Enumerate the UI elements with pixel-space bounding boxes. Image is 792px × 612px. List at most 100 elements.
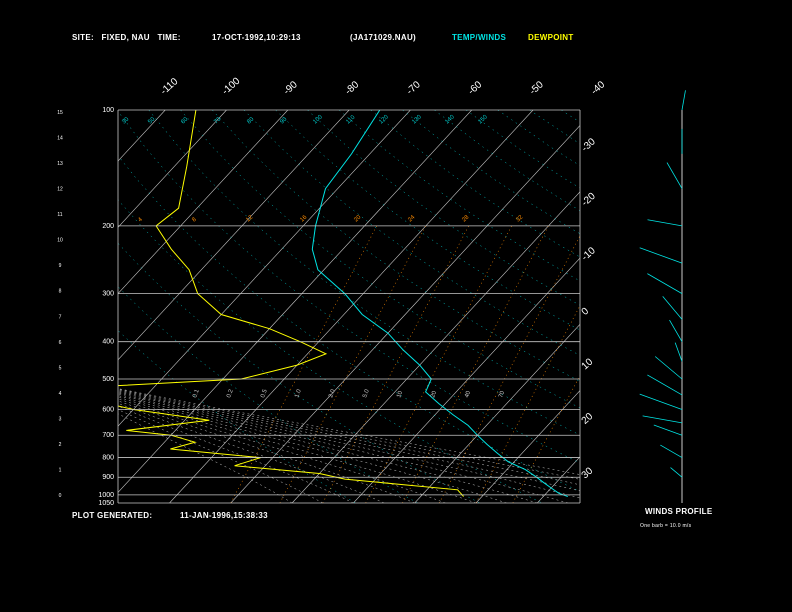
moist-ratio-label: 1.0 — [294, 388, 303, 399]
height-tick-label: 6 — [59, 340, 62, 346]
isotherm-line — [414, 323, 580, 503]
dry-adiabat — [402, 110, 580, 234]
mixing-ratio-line — [438, 235, 580, 503]
wind-barb — [639, 393, 683, 410]
height-tick-label: 13 — [57, 161, 63, 167]
mixing-ratio-label: 32 — [515, 214, 524, 223]
moist-ratio-label: 0.2 — [226, 388, 235, 399]
height-tick-label: 5 — [59, 365, 62, 371]
mixing-ratio-label: 12 — [245, 214, 254, 223]
isotherm-line — [230, 125, 580, 503]
isotherm-line — [118, 110, 227, 228]
plot-area — [0, 110, 792, 503]
isotherm-label-right: -10 — [580, 245, 598, 263]
site-label: SITE: — [72, 33, 94, 42]
dry-adiabat — [688, 110, 792, 503]
isotherm-line — [0, 110, 104, 503]
isotherm-line — [783, 110, 792, 503]
moist-adiabat — [118, 400, 415, 503]
dry-adiabat — [118, 286, 418, 503]
isotherm-line — [118, 110, 411, 427]
height-tick-label: 9 — [59, 263, 62, 269]
isotherm-line — [169, 110, 534, 503]
mixing-ratio-line — [512, 374, 580, 503]
isotherm-line — [353, 257, 580, 503]
pressure-label: 1050 — [98, 500, 114, 507]
dry-adiabat — [434, 110, 580, 211]
isotherm-label-right: 0 — [580, 306, 592, 318]
moist-ratio-label: 20 — [430, 390, 438, 399]
moist-ratio-label: 0.5 — [260, 388, 269, 399]
moist-adiabat — [118, 409, 323, 503]
isotherm-label-top: -80 — [343, 79, 361, 97]
height-tick-label: 1 — [59, 467, 62, 473]
winds-profile-note: One barb = 10.0 m/s — [640, 523, 692, 529]
pressure-label: 300 — [102, 291, 114, 298]
height-tick-label: 10 — [57, 238, 63, 244]
theta-label: 50 — [147, 116, 156, 125]
isotherm-line — [599, 110, 792, 503]
dry-adiabat — [625, 110, 792, 503]
isotherm-label-right: 30 — [580, 465, 596, 481]
dry-adiabat — [561, 110, 580, 123]
legend-temp: TEMP/WINDS — [452, 33, 507, 42]
time-label: TIME: — [157, 33, 181, 42]
height-tick-label: 12 — [57, 187, 63, 193]
isotherm-line — [721, 110, 792, 503]
pressure-label: 700 — [102, 432, 114, 439]
mixing-ratio-label: 20 — [353, 214, 362, 223]
wind-barb — [662, 296, 683, 320]
pressure-label: 200 — [102, 223, 114, 230]
dry-adiabat — [118, 110, 580, 464]
isotherm-line — [118, 110, 166, 162]
moist-adiabat — [118, 393, 538, 503]
plot-generated-label: PLOT GENERATED: — [72, 511, 153, 520]
height-tick-label: 7 — [59, 314, 62, 320]
height-tick-label: 0 — [59, 493, 62, 499]
theta-label: 70 — [213, 116, 222, 125]
theta-label: 100 — [312, 114, 324, 126]
dry-adiabat — [148, 110, 580, 436]
legend-dewpoint: DEWPOINT — [528, 33, 574, 42]
moist-ratio-label: 2.0 — [328, 388, 337, 399]
dry-adiabat — [275, 110, 580, 331]
isotherm-line — [118, 110, 472, 493]
moist-adiabat — [118, 391, 580, 499]
moist-ratio-label: 10 — [396, 390, 404, 399]
moist-adiabat — [118, 405, 354, 503]
moist-adiabat — [118, 403, 385, 503]
pressure-label: 800 — [102, 455, 114, 462]
height-tick-label: 8 — [59, 289, 62, 295]
isotherm-label-right: -20 — [580, 191, 598, 209]
isotherm-label-top: -70 — [405, 79, 423, 97]
mixing-ratio-label: 16 — [299, 214, 308, 223]
wind-barb — [666, 162, 683, 189]
dry-adiabat — [243, 110, 580, 356]
theta-label: 90 — [279, 116, 288, 125]
moist-ratio-label: 0.1 — [192, 388, 201, 399]
height-tick-label: 14 — [57, 136, 63, 142]
dry-adiabat — [370, 110, 580, 258]
wind-barb — [681, 90, 686, 111]
dry-adiabat — [118, 242, 481, 503]
wind-barb — [660, 444, 683, 458]
wind-barb — [654, 356, 683, 380]
wind-barb — [639, 247, 683, 264]
mixing-ratio-line — [475, 304, 580, 503]
isotherm-label-top: -50 — [528, 79, 546, 97]
mixing-ratio-label: 8 — [191, 216, 198, 223]
height-tick-label: 4 — [59, 391, 62, 397]
theta-label: 110 — [345, 114, 357, 125]
height-tick-label: 15 — [57, 110, 63, 116]
isotherm-label-top: -110 — [159, 76, 181, 97]
moist-adiabat — [118, 389, 580, 486]
dry-adiabat — [529, 110, 580, 145]
height-tick-label: 11 — [57, 212, 62, 218]
winds-profile-title: WINDS PROFILE — [645, 507, 713, 516]
moist-adiabat — [118, 390, 580, 492]
isotherm-label-right: -30 — [580, 136, 598, 154]
dry-adiabat — [118, 155, 580, 492]
dry-adiabat — [338, 110, 580, 282]
dry-adiabat — [593, 110, 792, 503]
